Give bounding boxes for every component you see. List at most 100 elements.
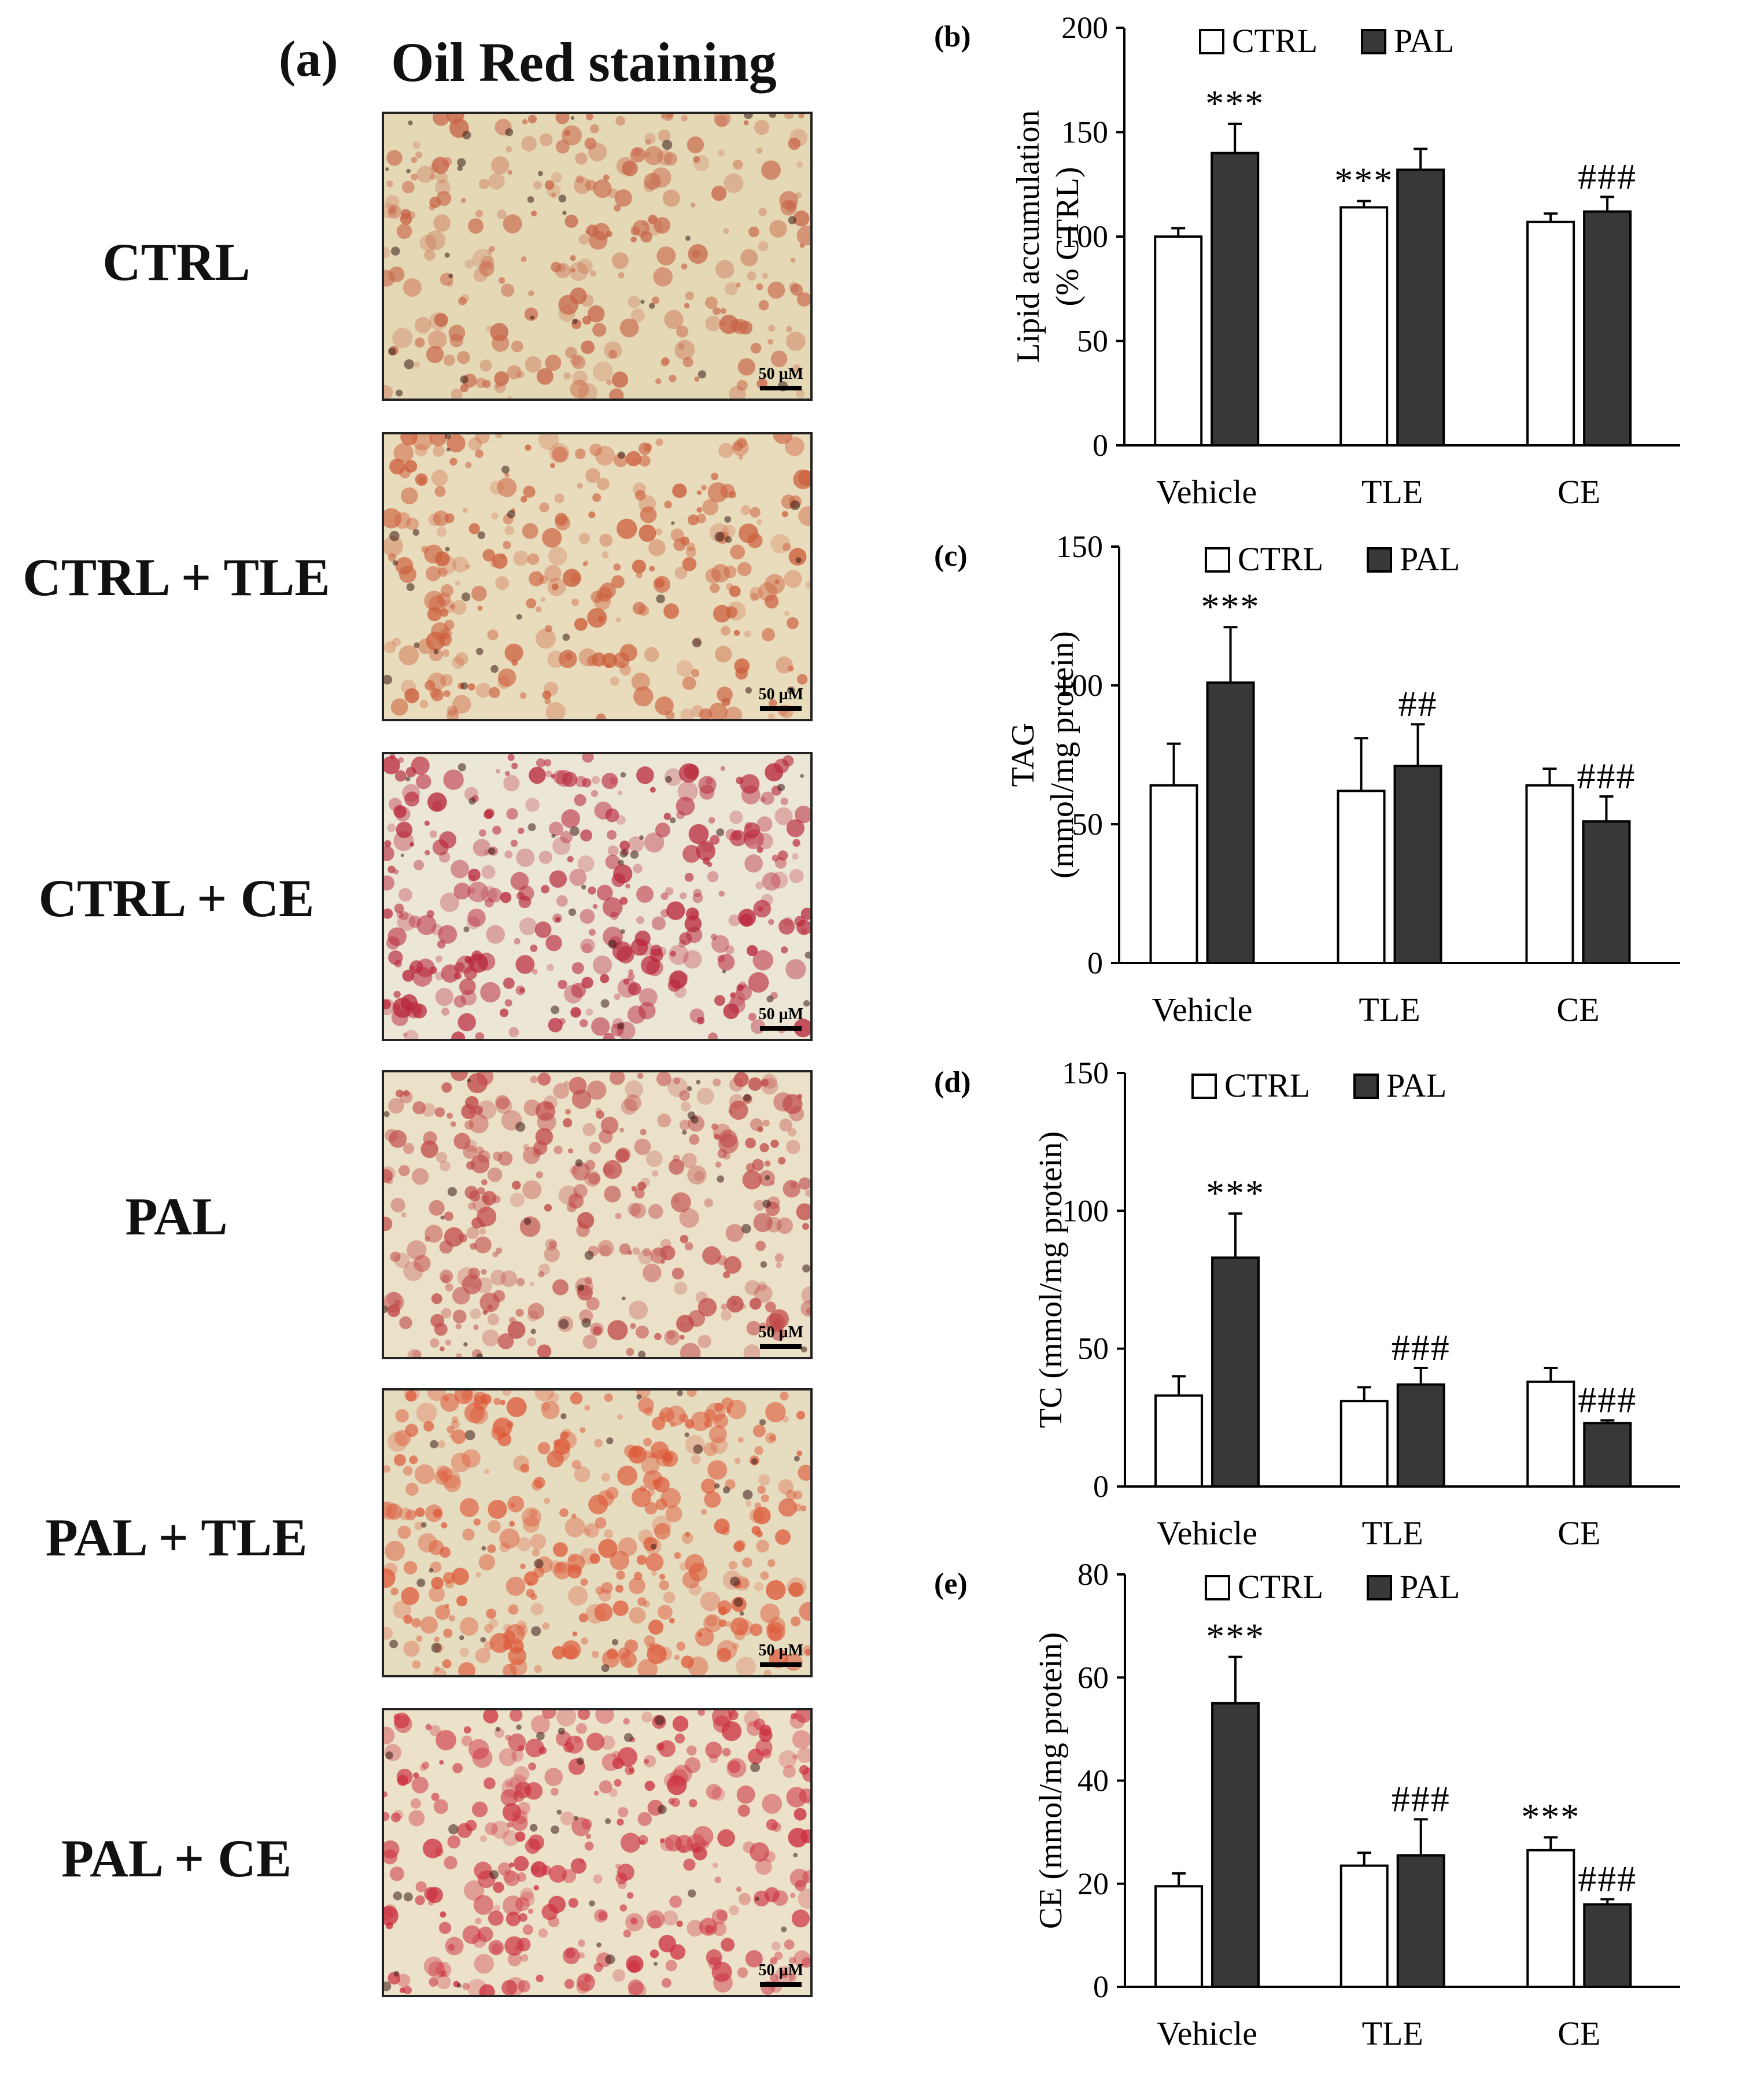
legend-swatch-ctrl [1205, 1575, 1230, 1600]
panel-letter: (e) [934, 1567, 968, 1600]
y-tick-label: 100 [1062, 1193, 1109, 1228]
scale-bar-line [760, 1662, 802, 1667]
x-tick-label: Vehicle [1156, 473, 1257, 511]
y-axis-label: TAG [1005, 723, 1041, 787]
micrograph-image: 50 µM [382, 1708, 813, 1997]
bar-ctrl [1149, 784, 1198, 965]
row-label: PAL [125, 1187, 228, 1246]
bar-ctrl [1525, 784, 1574, 965]
legend-swatch-pal [1353, 1074, 1379, 1099]
panel-a-letter: (a) [279, 31, 338, 87]
panel-a-title: Oil Red staining [391, 31, 777, 93]
row-label: CTRL [102, 233, 250, 292]
y-tick-label: 50 [1077, 324, 1108, 359]
significance-marker: *** [1521, 1797, 1580, 1838]
row-label: CTRL + TLE [23, 548, 330, 607]
significance-marker: ### [1577, 755, 1636, 796]
bar-ctrl [1339, 1400, 1389, 1488]
scale-bar: 50 µM [758, 1323, 803, 1349]
y-tick-label: 100 [1056, 668, 1103, 703]
scale-bar-label: 50 µM [758, 1323, 803, 1341]
x-tick-label: Vehicle [1152, 991, 1253, 1028]
bar-pal [1211, 1702, 1260, 1988]
y-tick-label: 0 [1093, 1469, 1109, 1504]
x-tick-label: CE [1558, 2015, 1600, 2052]
chart-e: 0 20 40 60 80 CE (mmol/mg protein) (e) CTRL PAL V… [934, 1557, 1680, 2052]
y-tick-label: 100 [1061, 219, 1108, 254]
y-axis-label: CE (mmol/mg protein) [1033, 1632, 1069, 1929]
bar-ctrl [1339, 1864, 1389, 1988]
y-axis-label-line2: (% CTRL) [1050, 167, 1086, 306]
bar-ctrl [1526, 1849, 1575, 1989]
row-label: PAL + TLE [45, 1508, 308, 1567]
y-tick-label: 80 [1077, 1557, 1109, 1592]
y-tick-label: 150 [1056, 529, 1103, 564]
legend-label-pal: PAL [1386, 1067, 1446, 1104]
scale-bar-line [760, 386, 802, 390]
y-tick-label: 200 [1061, 10, 1108, 45]
y-tick-label: 50 [1077, 1331, 1109, 1366]
chart-b: 0 50 100 150 200 Lipid accumulation (% CTRL) (b… [934, 10, 1680, 511]
y-tick-label: 50 [1072, 807, 1103, 842]
x-tick-label: Vehicle [1157, 1514, 1257, 1552]
legend: CTRL PAL [1205, 1568, 1460, 1606]
bar-pal [1396, 168, 1445, 447]
legend-label-pal: PAL [1394, 22, 1454, 60]
legend-swatch-pal [1367, 1575, 1392, 1600]
bar-pal [1583, 1903, 1632, 1988]
micrograph-image: 50 µM [382, 112, 813, 401]
scale-bar: 50 µM [758, 1961, 803, 1987]
bar-pal [1583, 1422, 1632, 1488]
legend-label-ctrl: CTRL [1224, 1067, 1310, 1104]
significance-marker: *** [1205, 83, 1264, 124]
panel-letter: (b) [934, 20, 971, 53]
panel-letter: (d) [934, 1066, 971, 1099]
scale-bar-label: 50 µM [758, 1961, 803, 1979]
x-tick-label: CE [1556, 991, 1599, 1028]
micrograph-image: 50 µM [382, 1388, 813, 1677]
scale-bar-label: 50 µM [758, 1005, 803, 1023]
chart-c: 0 50 100 150 TAG (mmol/mg protein) (c) CTRL PAL V… [934, 529, 1680, 1028]
significance-marker: *** [1206, 1616, 1265, 1657]
bar-ctrl [1154, 235, 1203, 447]
legend-swatch-ctrl [1199, 29, 1224, 54]
chart-d: 0 50 100 150 TC (mmol/mg protein) (d) CTRL PAL V… [934, 1056, 1680, 1552]
y-tick-label: 0 [1093, 428, 1108, 463]
micrograph-image: 50 µM [382, 432, 813, 721]
y-tick-label: 20 [1077, 1867, 1109, 1901]
scale-bar-label: 50 µM [758, 365, 803, 383]
scale-bar-label: 50 µM [758, 1642, 803, 1659]
bar-pal [1396, 1383, 1445, 1488]
y-axis-label: Lipid accumulation [1010, 110, 1046, 363]
scale-bar-line [760, 1026, 802, 1031]
y-tick-label: 40 [1077, 1764, 1109, 1798]
legend-label-pal: PAL [1400, 1568, 1460, 1606]
bar-ctrl [1337, 790, 1386, 965]
significance-marker: *** [1334, 160, 1393, 201]
bar-ctrl [1526, 220, 1575, 447]
significance-marker: ### [1578, 1379, 1637, 1421]
scale-bar-line [760, 1982, 802, 1987]
micrograph-image: 50 µM [382, 752, 813, 1041]
y-tick-label: 0 [1093, 1969, 1109, 2004]
legend-swatch-pal [1361, 29, 1386, 54]
y-tick-label: 0 [1087, 946, 1103, 980]
x-tick-label: Vehicle [1157, 2015, 1257, 2052]
bar-pal [1583, 210, 1632, 447]
legend-label-ctrl: CTRL [1238, 1568, 1323, 1606]
bar-ctrl [1154, 1394, 1204, 1488]
significance-marker: ## [1398, 683, 1438, 724]
bar-ctrl [1154, 1885, 1204, 1989]
legend-swatch-pal [1367, 547, 1392, 573]
bar-ctrl [1526, 1380, 1575, 1488]
scale-bar-line [760, 1344, 802, 1349]
scale-bar: 50 µM [758, 365, 803, 390]
scale-bar: 50 µM [758, 1005, 803, 1031]
legend-swatch-ctrl [1205, 547, 1230, 573]
micrograph-image: 50 µM [382, 1070, 813, 1359]
scale-bar-line [760, 706, 802, 711]
bar-ctrl [1339, 206, 1389, 447]
x-tick-label: TLE [1359, 991, 1420, 1028]
significance-marker: ### [1578, 156, 1637, 197]
